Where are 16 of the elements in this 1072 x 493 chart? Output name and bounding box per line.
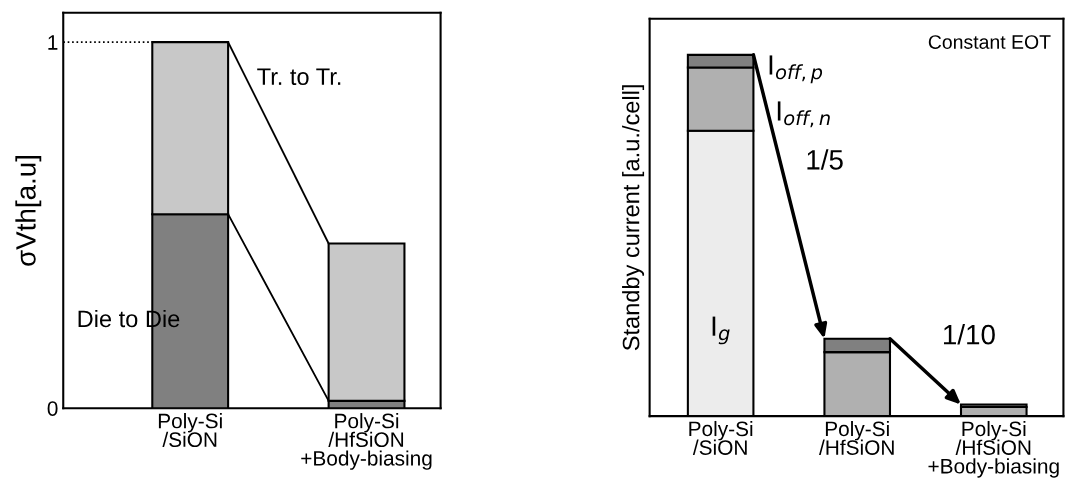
- y-axis-title: σVth[a.u]: [15, 156, 42, 266]
- x-tick-label: Poly-Si /HfSiON: [819, 420, 894, 455]
- series-label: Tr. to Tr.: [257, 68, 341, 86]
- y-tick-label: 0: [47, 401, 58, 416]
- annotation: 1/5: [807, 149, 843, 170]
- x-tick-label: Poly-Si /HfSiON +Body-biasing: [301, 413, 432, 470]
- y-axis-title: Standby current [a.u./cell]: [622, 85, 645, 351]
- text: Constant EOT: [928, 35, 1051, 49]
- x-tick-label: Poly-Si /HfSiON +Body-biasing: [928, 420, 1059, 478]
- series-label: I$_{off,p}$: [769, 55, 823, 84]
- annotation: 1/10: [944, 324, 995, 345]
- x-tick-label: Poly-Si /SiON: [689, 420, 753, 455]
- x-tick-label: Poly-Si /SiON: [158, 413, 222, 448]
- y-tick-label: 1: [48, 35, 58, 50]
- series-label: I$_{g}$: [712, 316, 730, 345]
- series-label: I$_{off,n}$: [777, 101, 830, 128]
